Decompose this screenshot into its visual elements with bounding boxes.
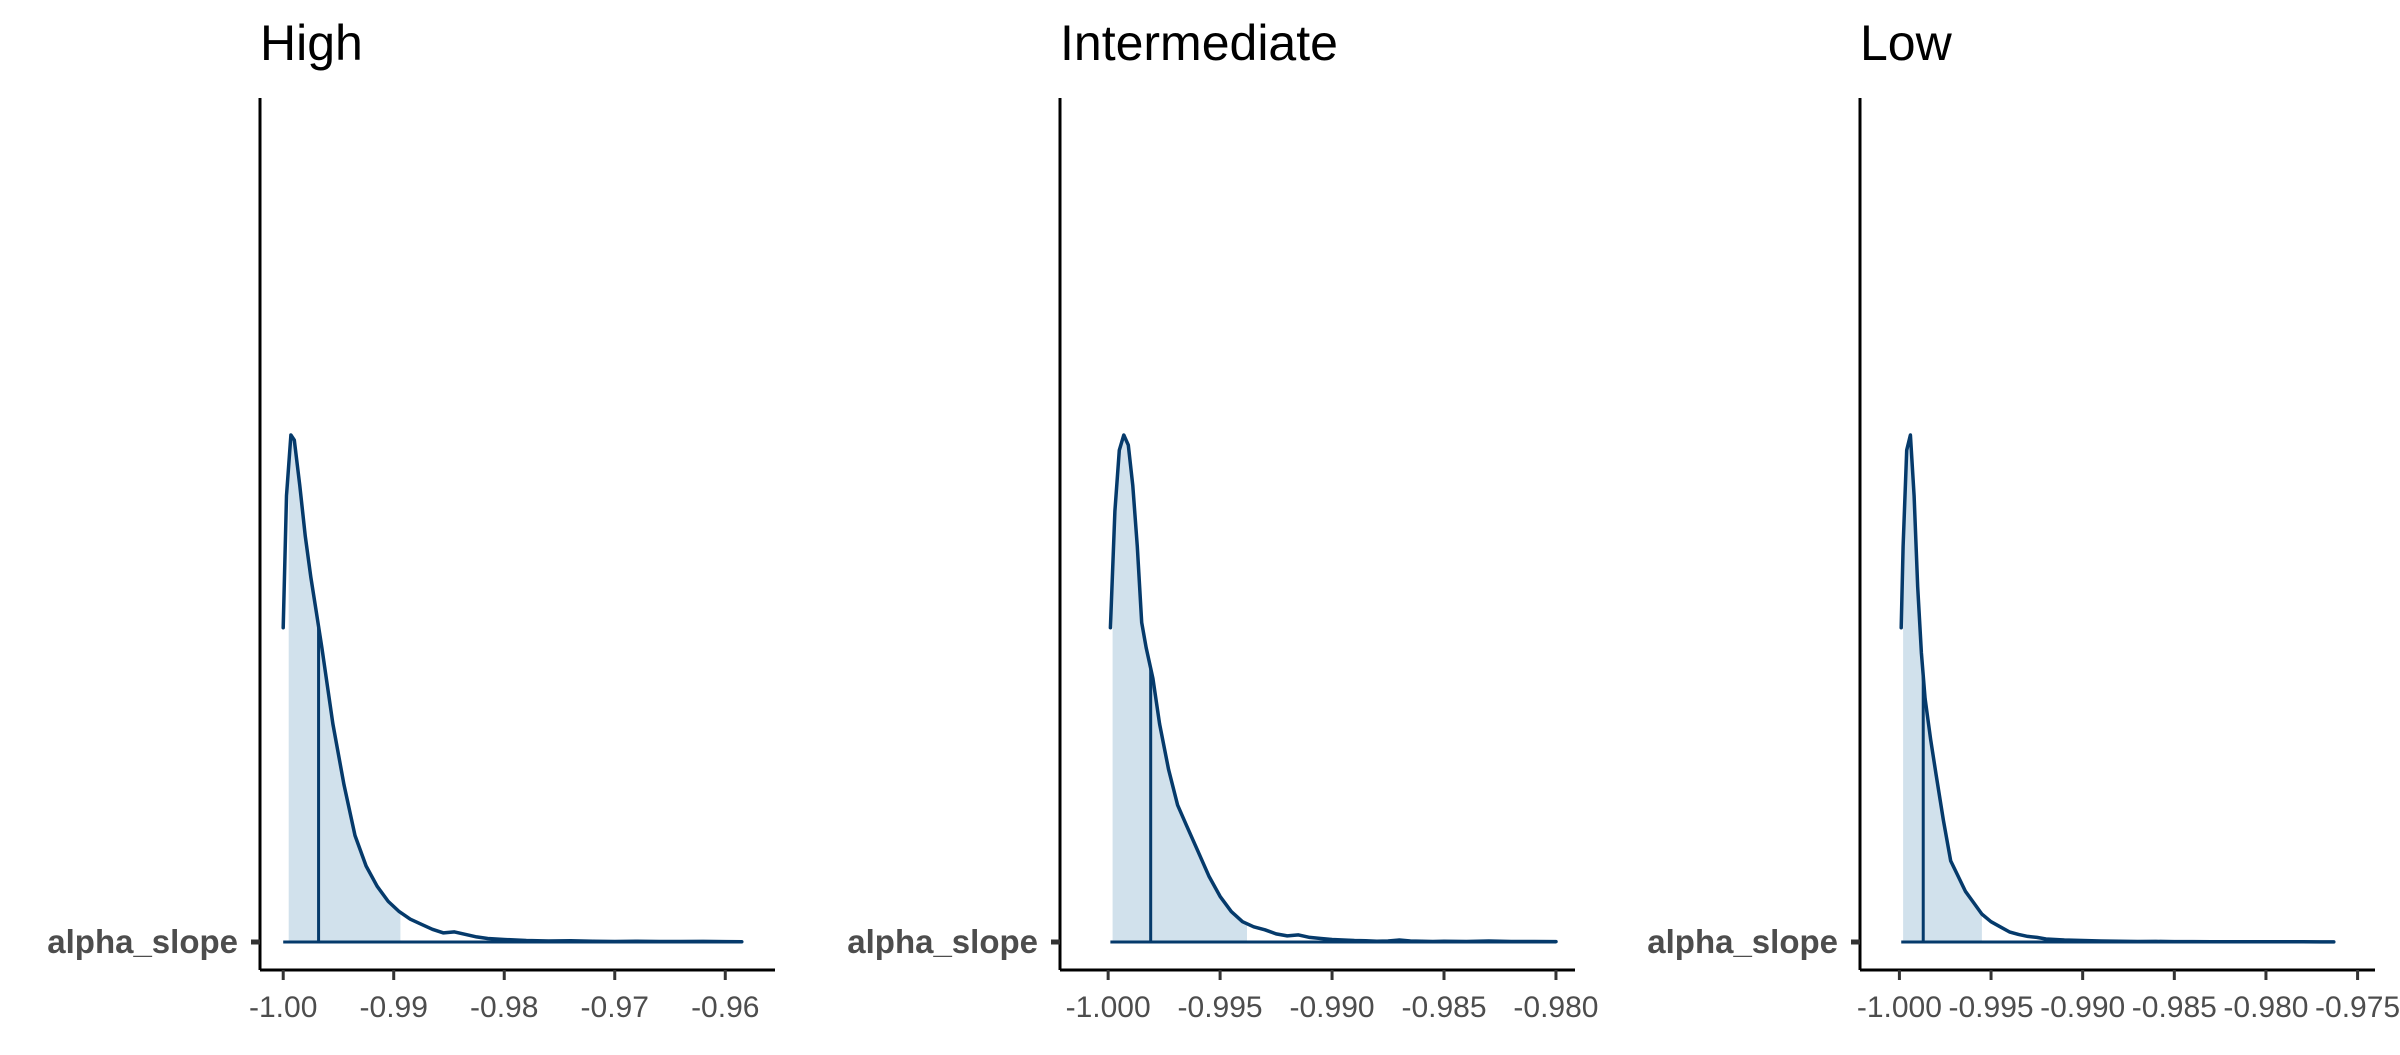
panel-title: Intermediate: [1060, 15, 1338, 71]
x-tick-label: -1.000: [1066, 991, 1151, 1024]
x-tick-label: -0.990: [1290, 991, 1375, 1024]
x-tick-label: -0.995: [1178, 991, 1263, 1024]
x-tick-label: -0.96: [691, 991, 759, 1024]
x-tick-label: -0.985: [2132, 991, 2217, 1024]
panel-title: Low: [1860, 15, 1953, 71]
x-tick-label: -1.00: [249, 991, 317, 1024]
panel-2: alpha_slope -1.000 -0.995 -0.990 -0.985 -0.98…: [847, 15, 1598, 1024]
panel-1: alpha_slope -1.00 -0.99 -0.98 -0.97 -0.96 High: [47, 15, 775, 1024]
x-tick-label: -0.980: [2223, 991, 2308, 1024]
panel-3: alpha_slope -1.000 -0.995 -0.990 -0.985 -0.98…: [1647, 15, 2400, 1024]
x-tick-label: -0.99: [360, 991, 428, 1024]
row-label: alpha_slope: [847, 923, 1038, 960]
x-tick-label: -0.995: [1949, 991, 2034, 1024]
panel-title: High: [260, 15, 363, 71]
x-tick-label: -0.990: [2040, 991, 2125, 1024]
x-tick-label: -1.000: [1857, 991, 1942, 1024]
density-curve: [1899, 433, 2336, 944]
row-label: alpha_slope: [1647, 923, 1838, 960]
x-tick-label: -0.975: [2315, 991, 2400, 1024]
interval-area: [288, 435, 401, 942]
row-label: alpha_slope: [47, 923, 238, 960]
density-curve: [281, 433, 744, 944]
interval-area: [1112, 435, 1247, 942]
x-tick-label: -0.97: [581, 991, 649, 1024]
density-curve: [1108, 433, 1558, 944]
x-tick-label: -0.985: [1401, 991, 1486, 1024]
x-tick-label: -0.980: [1513, 991, 1598, 1024]
x-tick-label: -0.98: [470, 991, 538, 1024]
